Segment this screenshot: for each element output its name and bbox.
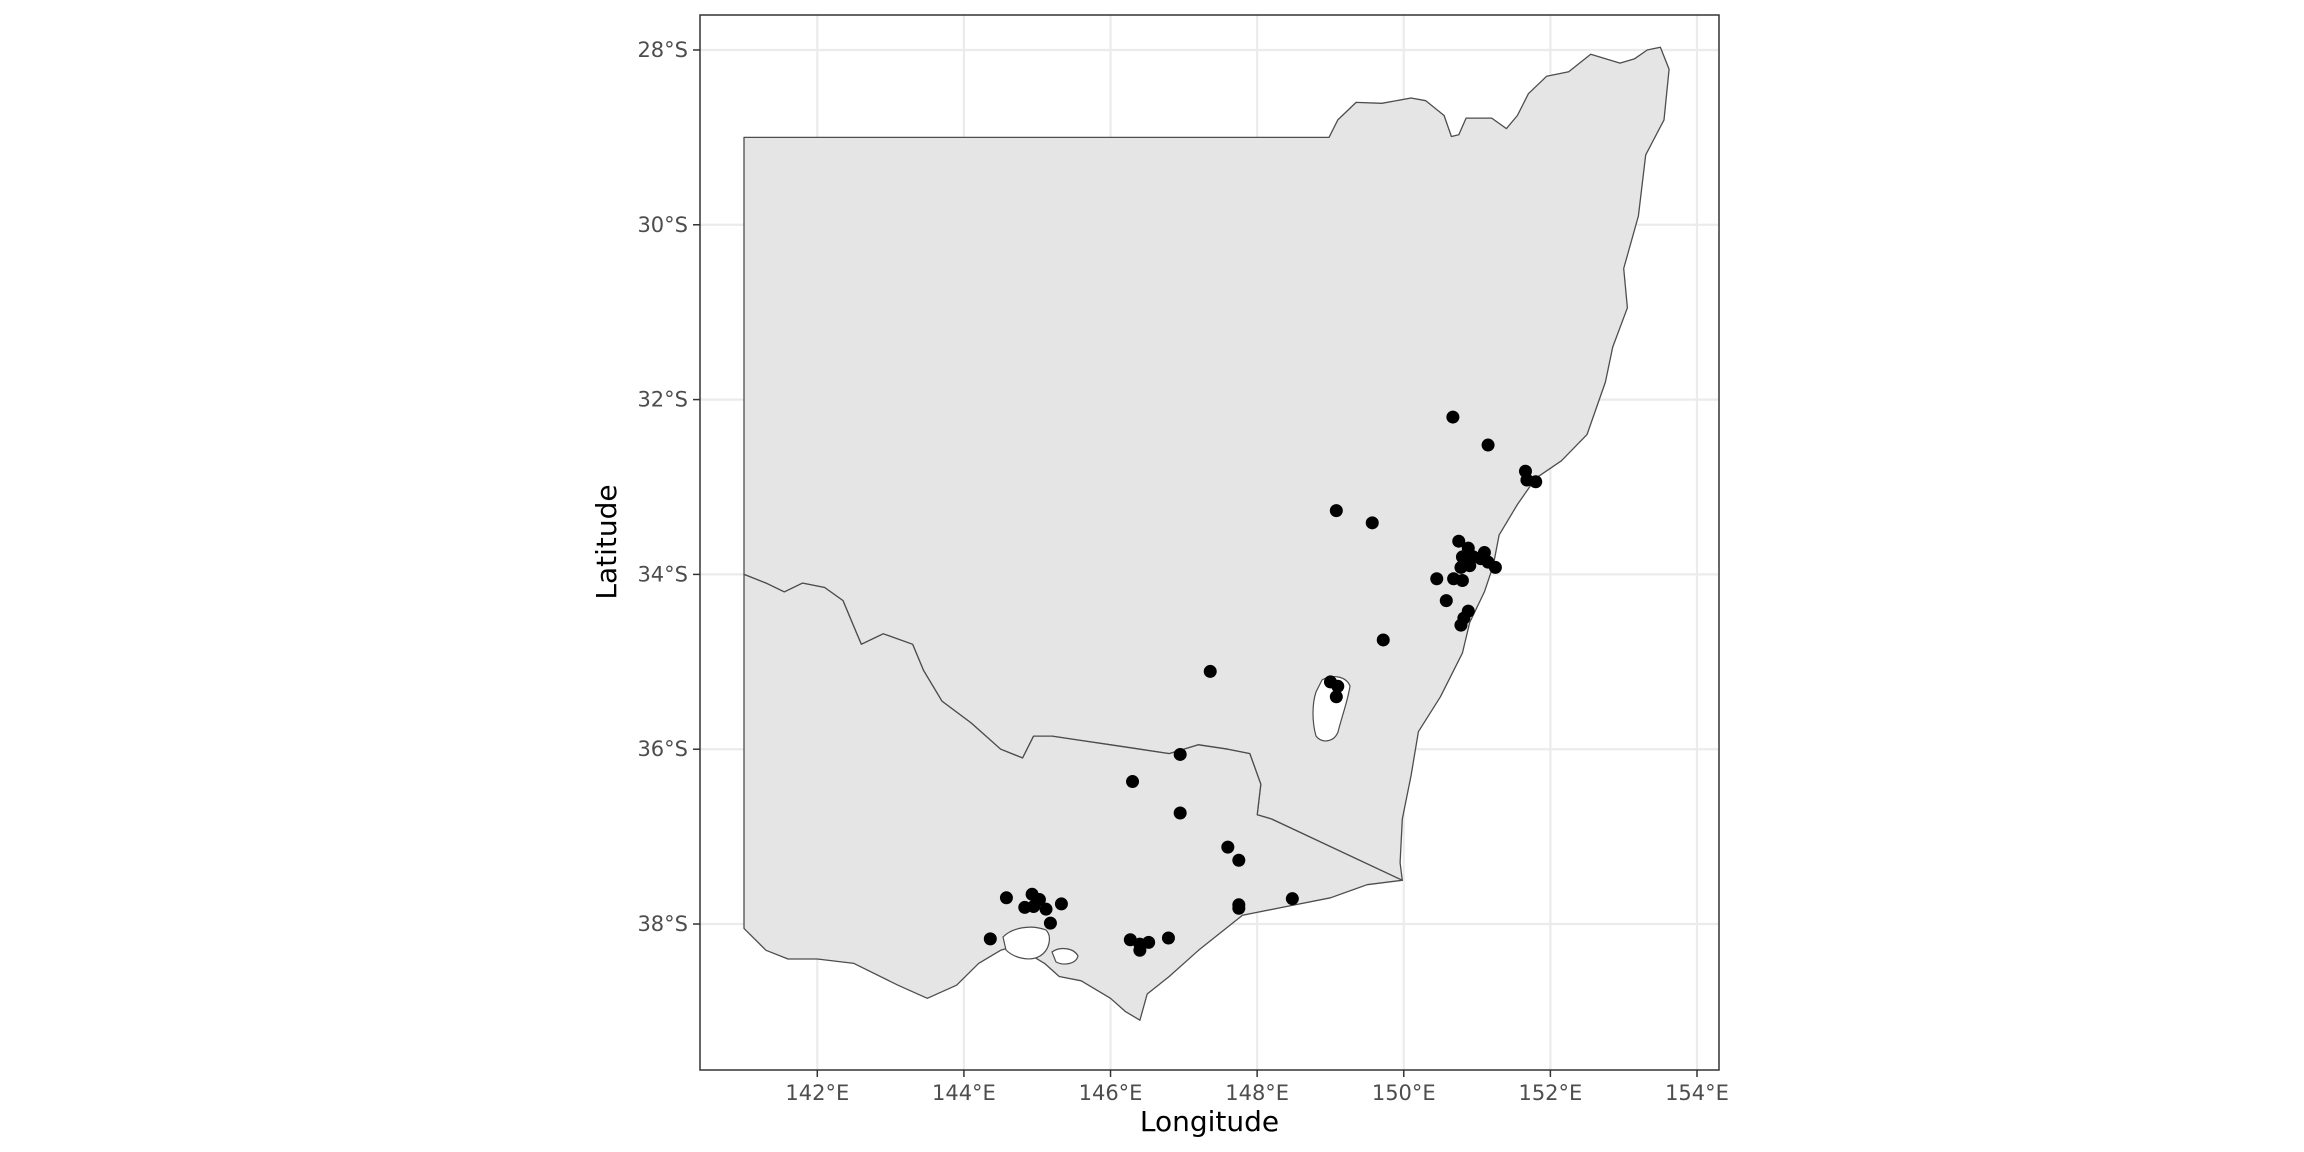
observation-point (1376, 633, 1390, 647)
x-tick-label: 150°E (1372, 1081, 1436, 1105)
points-layer (983, 410, 1543, 957)
observation-point (999, 891, 1013, 905)
observation-point (1027, 900, 1041, 914)
x-tick-label: 144°E (932, 1081, 996, 1105)
observation-point (1488, 560, 1502, 574)
observation-point (1285, 892, 1299, 906)
observation-point (1232, 853, 1246, 867)
observation-point (1173, 806, 1187, 820)
observation-point (1481, 438, 1495, 452)
x-axis-ticks: 142°E 144°E 146°E 148°E 150°E 152°E 154°E (785, 1070, 1729, 1105)
western-port-bay (1051, 947, 1079, 965)
observation-point (1232, 901, 1246, 915)
x-tick-label: 146°E (1079, 1081, 1143, 1105)
observation-point (1161, 931, 1175, 945)
observation-point (1331, 679, 1345, 693)
observation-point (1173, 747, 1187, 761)
observation-point (1043, 916, 1057, 930)
observation-point (1430, 572, 1444, 586)
observation-point (1039, 902, 1053, 916)
port-phillip-bay (1002, 926, 1050, 960)
observation-point (1133, 943, 1147, 957)
observation-point (1455, 550, 1469, 564)
observation-point (1454, 618, 1468, 632)
observation-point (1329, 690, 1343, 704)
y-tick-label: 36°S (637, 737, 688, 761)
observation-point (1446, 410, 1460, 424)
y-tick-label: 38°S (637, 912, 688, 936)
observation-point (1365, 516, 1379, 530)
observation-point (983, 932, 997, 946)
x-tick-label: 142°E (785, 1081, 849, 1105)
observation-point (1454, 560, 1468, 574)
observation-point (1054, 897, 1068, 911)
observation-point (1439, 594, 1453, 608)
observation-point (1452, 534, 1466, 548)
observation-point (1455, 574, 1469, 588)
panel-border (699, 14, 1720, 1071)
y-tick-label: 28°S (637, 38, 688, 62)
observation-point (1126, 775, 1140, 789)
x-axis-label: Longitude (1140, 1105, 1279, 1138)
x-tick-label: 154°E (1665, 1081, 1729, 1105)
y-tick-label: 32°S (637, 388, 688, 412)
observation-point (1329, 504, 1343, 518)
observation-point (1529, 475, 1543, 489)
observation-point (1203, 664, 1217, 678)
y-tick-label: 30°S (637, 213, 688, 237)
y-axis-label: Latitude (590, 484, 623, 599)
x-tick-label: 152°E (1518, 1081, 1582, 1105)
observation-point (1142, 935, 1156, 949)
y-axis-ticks: 28°S 30°S 32°S 34°S 36°S 38°S (637, 38, 700, 936)
y-tick-label: 34°S (637, 562, 688, 586)
observation-point (1221, 840, 1235, 854)
x-tick-label: 148°E (1225, 1081, 1289, 1105)
